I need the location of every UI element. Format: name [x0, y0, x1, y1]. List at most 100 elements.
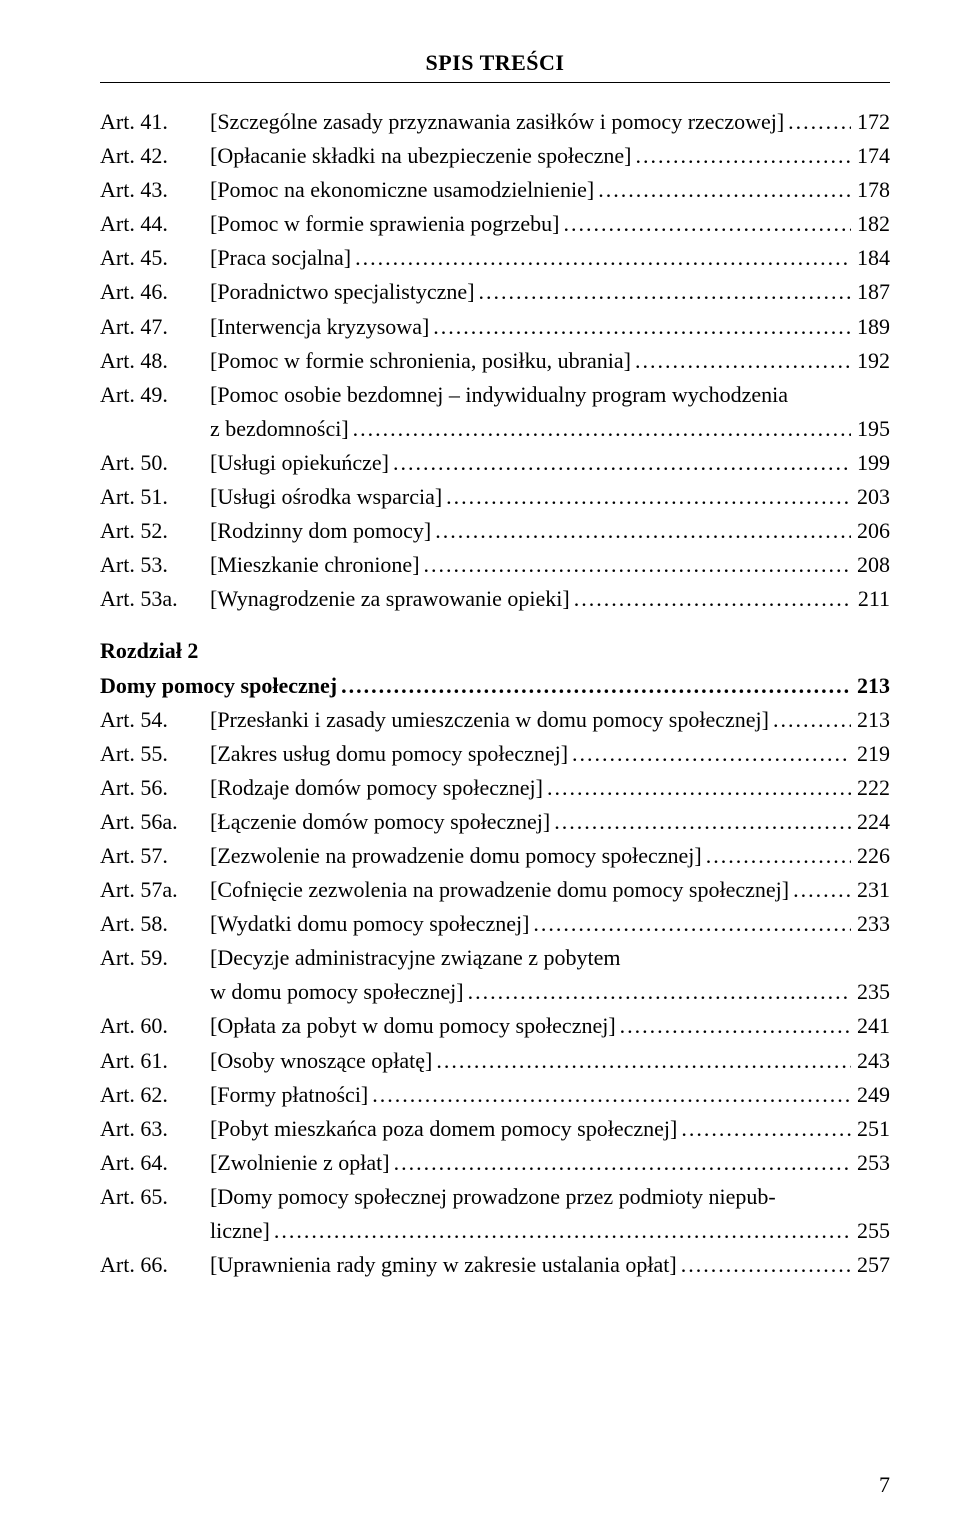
article-label: Art. 58. [100, 907, 210, 941]
toc-entry: Art. 62.[Formy płatności] 249 [100, 1078, 890, 1112]
article-label: Art. 56. [100, 771, 210, 805]
toc-entry: Art. 65.[Domy pomocy społecznej prowadzo… [100, 1180, 890, 1214]
entry-page: 184 [851, 241, 890, 275]
toc-entry: Art. 64.[Zwolnienie z opłat] 253 [100, 1146, 890, 1180]
article-label: Art. 51. [100, 480, 210, 514]
toc-entry: Art. 66.[Uprawnienia rady gminy w zakres… [100, 1248, 890, 1282]
entry-page: 253 [851, 1146, 890, 1180]
article-label: Art. 65. [100, 1180, 210, 1214]
entry-page: 199 [851, 446, 890, 480]
entry-title: [Zakres usług domu pomocy społecznej] [210, 737, 851, 771]
entry-title: w domu pomocy społecznej] [210, 975, 851, 1009]
toc-entry: Art. 60.[Opłata za pobyt w domu pomocy s… [100, 1009, 890, 1043]
entry-page: 178 [851, 173, 890, 207]
entry-title: [Szczególne zasady przyznawania zasiłków… [210, 105, 851, 139]
article-label: Art. 49. [100, 378, 210, 412]
article-label: Art. 64. [100, 1146, 210, 1180]
entry-page: 257 [851, 1248, 890, 1282]
section-heading: Domy pomocy społecznej213 [100, 669, 890, 703]
article-label: Art. 59. [100, 941, 210, 975]
toc-entry: Art. 65.liczne] 255 [100, 1214, 890, 1248]
article-label: Art. 63. [100, 1112, 210, 1146]
entry-page: 187 [851, 275, 890, 309]
entry-page: 195 [851, 412, 890, 446]
entry-page: 233 [851, 907, 890, 941]
section-gap [100, 616, 890, 634]
toc-entry: Art. 57a.[Cofnięcie zezwolenia na prowad… [100, 873, 890, 907]
article-label: Art. 53a. [100, 582, 210, 616]
article-label: Art. 52. [100, 514, 210, 548]
entry-title: [Pomoc w formie schronienia, posiłku, ub… [210, 344, 851, 378]
entry-title: [Mieszkanie chronione] [210, 548, 851, 582]
article-label: Art. 61. [100, 1044, 210, 1078]
entry-title: [Rodzaje domów pomocy społecznej] [210, 771, 851, 805]
article-label: Art. 55. [100, 737, 210, 771]
toc-content: Art. 41.[Szczególne zasady przyznawania … [100, 105, 890, 1282]
article-label: Art. 62. [100, 1078, 210, 1112]
toc-entry: Art. 49.z bezdomności] 195 [100, 412, 890, 446]
article-label: Art. 57a. [100, 873, 210, 907]
entry-page: 255 [851, 1214, 890, 1248]
article-label: Art. 57. [100, 839, 210, 873]
toc-entry: Art. 45.[Praca socjalna] 184 [100, 241, 890, 275]
article-label: Art. 56a. [100, 805, 210, 839]
entry-title: [Uprawnienia rady gminy w zakresie ustal… [210, 1248, 851, 1282]
entry-page: 182 [851, 207, 890, 241]
toc-entry: Art. 46.[Poradnictwo specjalistyczne] 18… [100, 275, 890, 309]
section-page: 213 [851, 669, 890, 703]
entry-page: 189 [851, 310, 890, 344]
toc-entry: Art. 49.[Pomoc osobie bezdomnej – indywi… [100, 378, 890, 412]
page-number: 7 [879, 1472, 890, 1498]
entry-page: 213 [851, 703, 890, 737]
entry-page: 203 [851, 480, 890, 514]
entry-page: 219 [851, 737, 890, 771]
entry-page: 231 [851, 873, 890, 907]
entry-title: z bezdomności] [210, 412, 851, 446]
entry-title: [Zezwolenie na prowadzenie domu pomocy s… [210, 839, 851, 873]
article-label: Art. 41. [100, 105, 210, 139]
entry-title: [Pobyt mieszkańca poza domem pomocy społ… [210, 1112, 851, 1146]
entry-title: [Formy płatności] [210, 1078, 851, 1112]
toc-entry: Art. 59.w domu pomocy społecznej] 235 [100, 975, 890, 1009]
toc-entry: Art. 59.[Decyzje administracyjne związan… [100, 941, 890, 975]
section-title: Domy pomocy społecznej [100, 669, 851, 703]
entry-title: [Opłata za pobyt w domu pomocy społeczne… [210, 1009, 851, 1043]
entry-title: [Pomoc osobie bezdomnej – indywidualny p… [210, 378, 890, 412]
entry-title: [Usługi ośrodka wsparcia] [210, 480, 851, 514]
toc-entry: Art. 48.[Pomoc w formie schronienia, pos… [100, 344, 890, 378]
entry-title: [Poradnictwo specjalistyczne] [210, 275, 851, 309]
entry-page: 249 [851, 1078, 890, 1112]
entry-page: 208 [851, 548, 890, 582]
entry-page: 235 [851, 975, 890, 1009]
toc-entry: Art. 43.[Pomoc na ekonomiczne usamodziel… [100, 173, 890, 207]
toc-entry: Art. 61.[Osoby wnoszące opłatę] 243 [100, 1044, 890, 1078]
entry-page: 251 [851, 1112, 890, 1146]
article-label: Art. 46. [100, 275, 210, 309]
entry-title: [Osoby wnoszące opłatę] [210, 1044, 851, 1078]
entry-title: [Łączenie domów pomocy społecznej] [210, 805, 851, 839]
entry-page: 226 [851, 839, 890, 873]
entry-page: 172 [851, 105, 890, 139]
entry-page: 174 [851, 139, 890, 173]
entry-page: 211 [852, 582, 890, 616]
entry-title: [Decyzje administracyjne związane z poby… [210, 941, 890, 975]
section-heading: Rozdział 2 [100, 634, 890, 668]
entry-page: 206 [851, 514, 890, 548]
toc-entry: Art. 51.[Usługi ośrodka wsparcia] 203 [100, 480, 890, 514]
toc-entry: Art. 50.[Usługi opiekuńcze] 199 [100, 446, 890, 480]
toc-entry: Art. 57.[Zezwolenie na prowadzenie domu … [100, 839, 890, 873]
entry-title: [Praca socjalna] [210, 241, 851, 275]
toc-entry: Art. 58.[Wydatki domu pomocy społecznej]… [100, 907, 890, 941]
entry-title: [Rodzinny dom pomocy] [210, 514, 851, 548]
page-root: SPIS TREŚCI Art. 41.[Szczególne zasady p… [0, 0, 960, 1538]
toc-entry: Art. 42.[Opłacanie składki na ubezpiecze… [100, 139, 890, 173]
article-label: Art. 48. [100, 344, 210, 378]
article-label: Art. 66. [100, 1248, 210, 1282]
entry-page: 222 [851, 771, 890, 805]
toc-entry: Art. 44.[Pomoc w formie sprawienia pogrz… [100, 207, 890, 241]
entry-title: [Cofnięcie zezwolenia na prowadzenie dom… [210, 873, 851, 907]
toc-entry: Art. 47.[Interwencja kryzysowa] 189 [100, 310, 890, 344]
entry-page: 243 [851, 1044, 890, 1078]
article-label: Art. 47. [100, 310, 210, 344]
entry-title: [Wynagrodzenie za sprawowanie opieki] [210, 582, 852, 616]
